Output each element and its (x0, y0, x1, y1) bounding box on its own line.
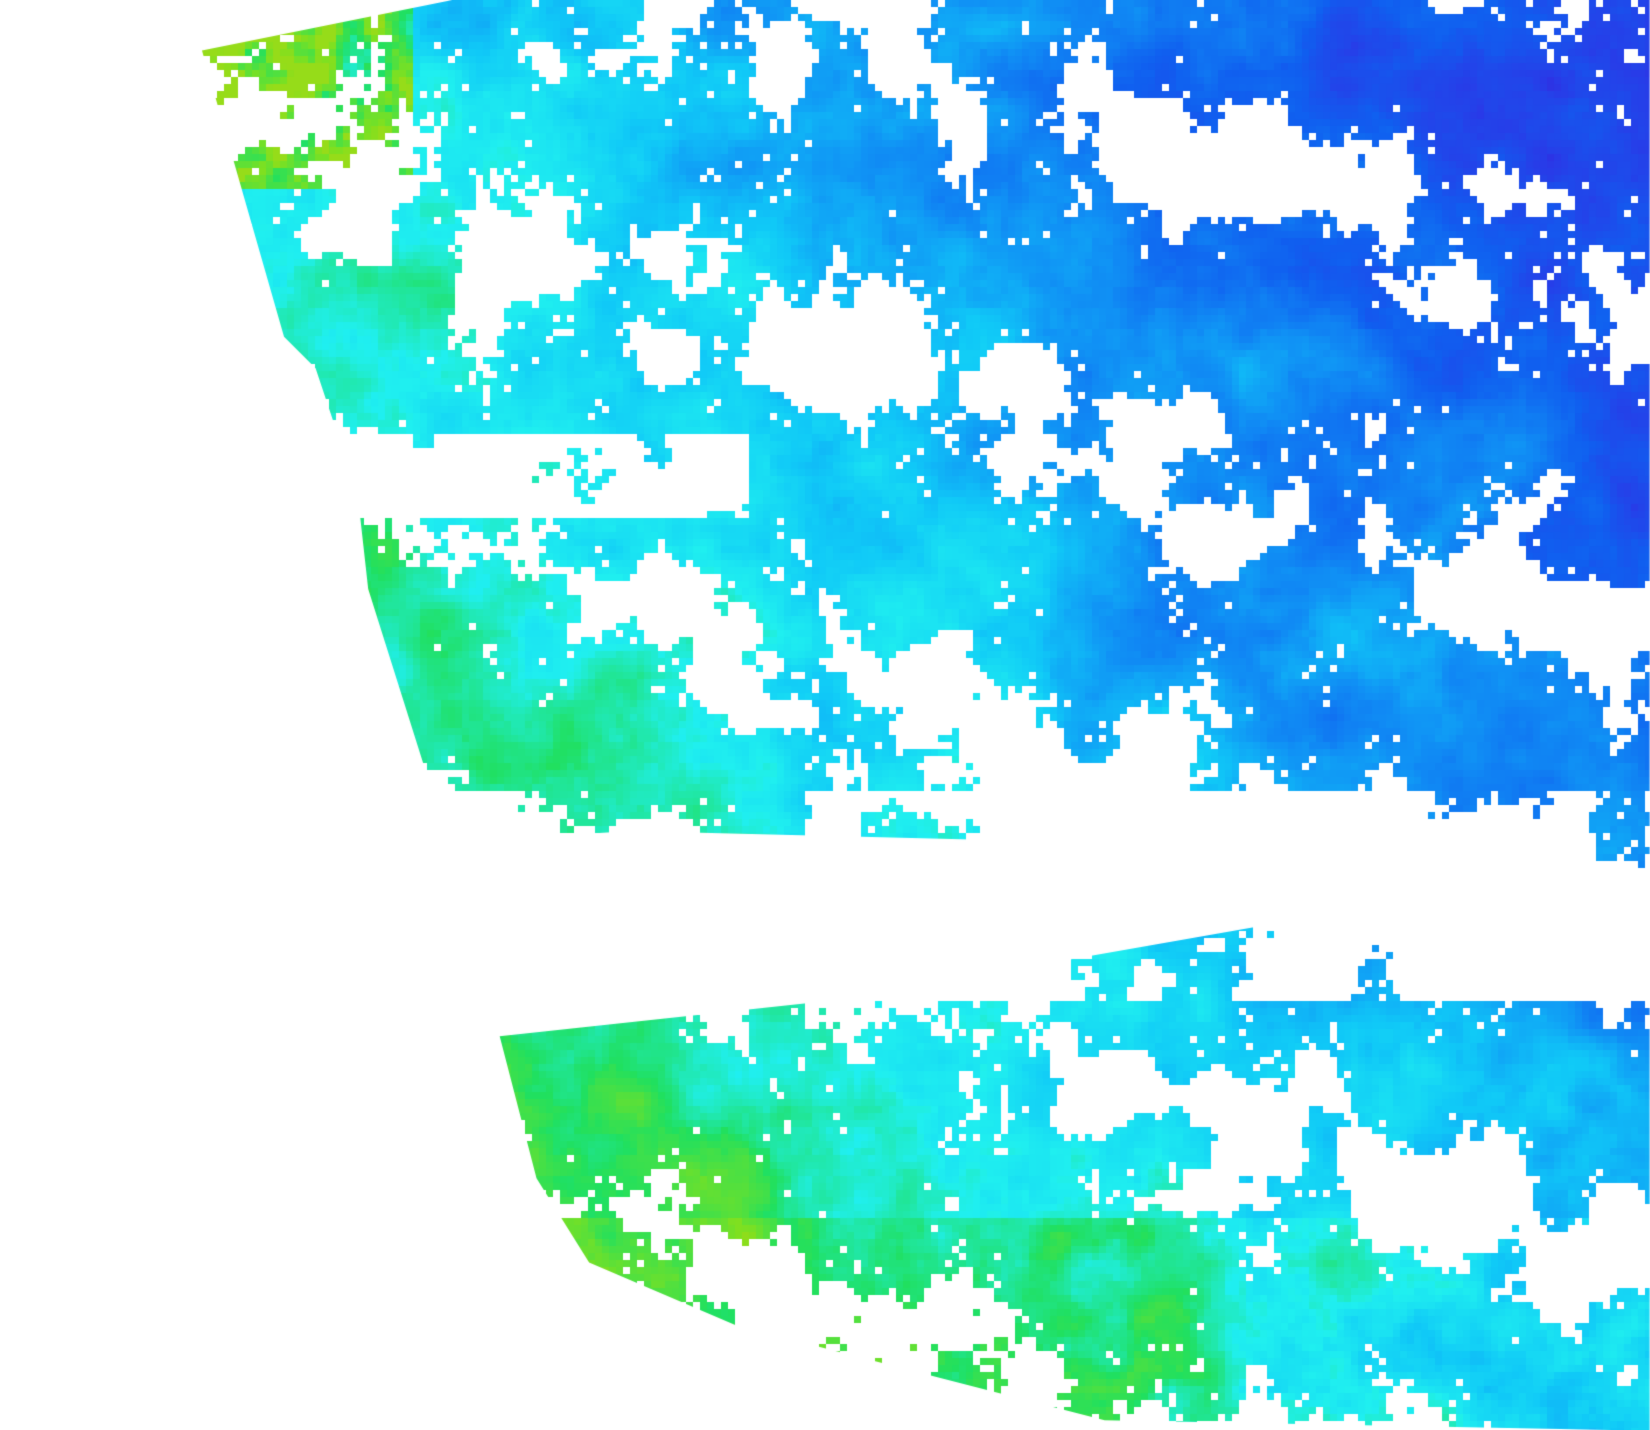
map-raster (0, 0, 1650, 1430)
